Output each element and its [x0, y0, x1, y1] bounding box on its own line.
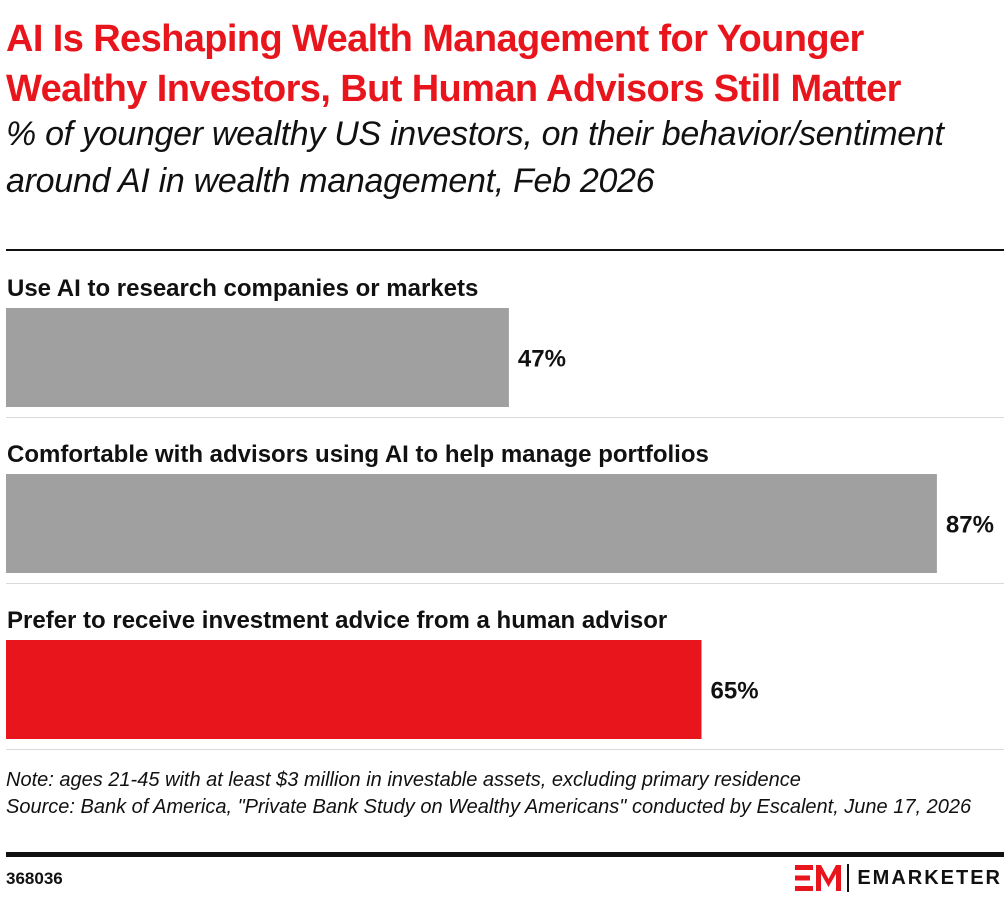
category-label: Use AI to research companies or markets	[7, 275, 478, 302]
source-text: Source: Bank of America, "Private Bank S…	[6, 796, 972, 818]
bar	[6, 308, 509, 407]
em-logo-icon	[795, 865, 842, 891]
category-label: Comfortable with advisors using AI to he…	[7, 441, 709, 468]
value-label: 65%	[711, 678, 759, 705]
chart-id: 368036	[6, 869, 63, 888]
bar	[6, 474, 937, 573]
footnote: Note: ages 21-45 with at least $3 millio…	[6, 767, 1001, 821]
value-label: 87%	[946, 512, 994, 539]
emarketer-logo: EMARKETER	[795, 863, 1002, 893]
value-label: 47%	[518, 346, 566, 373]
note-text: Note: ages 21-45 with at least $3 millio…	[6, 769, 801, 791]
bar-chart: Use AI to research companies or markets 4…	[6, 275, 1004, 750]
bar	[6, 640, 702, 739]
logo-separator	[847, 864, 850, 892]
logo-wordmark: EMARKETER	[857, 866, 1002, 889]
chart-subtitle: % of younger wealthy US investors, on th…	[6, 115, 944, 200]
chart-title: AI Is Reshaping Wealth Management for Yo…	[6, 18, 901, 110]
top-rule	[6, 249, 1004, 251]
bottom-rule	[6, 852, 1004, 857]
category-label: Prefer to receive investment advice from…	[7, 607, 667, 634]
